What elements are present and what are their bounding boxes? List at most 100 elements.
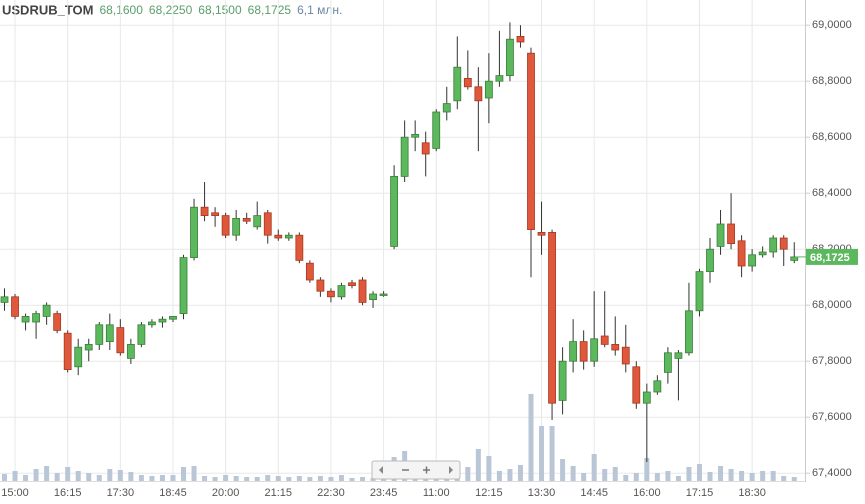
y-tick-label: 68,6000 xyxy=(812,131,852,143)
volume-bar xyxy=(159,475,165,481)
candle-body xyxy=(263,212,272,236)
candle-body xyxy=(63,332,72,371)
candle-body xyxy=(748,254,757,267)
volume-bar xyxy=(360,477,366,481)
y-tick-label: 69,0000 xyxy=(812,19,852,31)
candle-body xyxy=(674,352,683,359)
volume-bar xyxy=(296,476,302,481)
candle-body xyxy=(242,217,251,222)
volume-bar xyxy=(317,476,323,481)
x-tick-label: 16:15 xyxy=(54,487,82,499)
x-tick-label: 11:00 xyxy=(423,487,450,499)
nav-right[interactable] xyxy=(449,466,453,474)
x-tick-label: 13:30 xyxy=(528,487,556,499)
volume-bar xyxy=(233,476,239,481)
volume-bar xyxy=(181,467,187,481)
candle-body xyxy=(558,360,567,401)
candle-body xyxy=(95,324,104,345)
volume-bar xyxy=(728,469,734,481)
candle-body xyxy=(590,338,599,362)
candle-body xyxy=(706,248,714,272)
candle-body xyxy=(390,175,399,247)
volume-bar xyxy=(496,471,502,481)
volume-bar xyxy=(12,471,18,481)
candle-body xyxy=(642,391,651,404)
volume-bar xyxy=(602,469,608,481)
volume-bar xyxy=(44,466,50,481)
candle-body xyxy=(495,75,504,82)
candle-body xyxy=(53,313,62,331)
candles xyxy=(0,22,799,462)
volume-bar xyxy=(191,466,197,481)
candle-body xyxy=(137,324,146,345)
volume-bar xyxy=(33,469,39,481)
candle-body xyxy=(632,366,641,404)
info-value: 68,1500 xyxy=(198,3,242,17)
volume-bar xyxy=(2,474,7,481)
candle-body xyxy=(653,380,662,393)
candle-body xyxy=(305,262,314,281)
x-tick-label: 23:45 xyxy=(370,487,398,499)
volume-bar xyxy=(265,475,271,481)
nav-box[interactable] xyxy=(371,460,461,480)
candle-body xyxy=(779,237,788,250)
candle-body xyxy=(274,234,283,239)
candle-body xyxy=(348,282,356,286)
volume-bar xyxy=(286,477,292,481)
x-tick-label: 18:30 xyxy=(738,487,766,499)
x-tick-label: 12:15 xyxy=(475,487,503,499)
volume-bar xyxy=(528,394,534,481)
nav-left[interactable] xyxy=(379,466,383,474)
volume-bar xyxy=(718,466,724,481)
volume-bar xyxy=(465,467,471,481)
candle-body xyxy=(579,341,588,362)
candle-body xyxy=(369,293,377,300)
candle-body xyxy=(32,313,40,323)
candle-body xyxy=(21,315,30,323)
volume-bar xyxy=(760,471,766,481)
info-value: 68,1725 xyxy=(248,3,292,17)
candle-body xyxy=(358,279,367,303)
candle-body xyxy=(400,136,409,177)
candle-body xyxy=(737,240,746,267)
last-price-tag xyxy=(806,248,858,265)
volume-bar xyxy=(117,470,123,481)
candle-body xyxy=(0,296,9,303)
volume-bar xyxy=(539,426,545,481)
candle-body xyxy=(158,318,167,323)
candle-body xyxy=(42,304,51,317)
volume-bar xyxy=(54,473,60,481)
candle-body xyxy=(758,251,767,256)
info-value: 68,1600 xyxy=(100,3,144,17)
volume-bar xyxy=(128,472,134,481)
volume-bar xyxy=(581,473,587,481)
candle-body xyxy=(84,343,93,351)
volume-bar xyxy=(770,471,776,481)
navigator[interactable] xyxy=(371,460,461,480)
candle-body xyxy=(148,321,156,326)
candle-body xyxy=(316,279,325,292)
volume-bar xyxy=(633,473,639,481)
candle-body xyxy=(474,86,483,102)
candle-body xyxy=(516,36,525,43)
volume-bar xyxy=(739,471,745,481)
candle-body xyxy=(600,335,609,345)
candle-body xyxy=(105,324,114,342)
volume-bar xyxy=(75,471,81,481)
candle-body xyxy=(179,257,188,315)
volume-bar xyxy=(560,459,566,481)
candle-body xyxy=(295,234,304,261)
x-tick-label: 15:00 xyxy=(1,487,29,499)
y-tick-label: 67,6000 xyxy=(812,411,852,423)
volume-bar xyxy=(149,476,155,481)
candle-body xyxy=(727,223,735,245)
volume-bar xyxy=(107,469,113,481)
volume-bar xyxy=(696,464,702,481)
volume-bar xyxy=(591,454,597,481)
volume-bar xyxy=(212,477,218,481)
info-value: 68,2250 xyxy=(149,3,193,17)
candle-body xyxy=(621,346,630,365)
volume-bar xyxy=(370,478,376,481)
candle-body xyxy=(685,310,693,354)
